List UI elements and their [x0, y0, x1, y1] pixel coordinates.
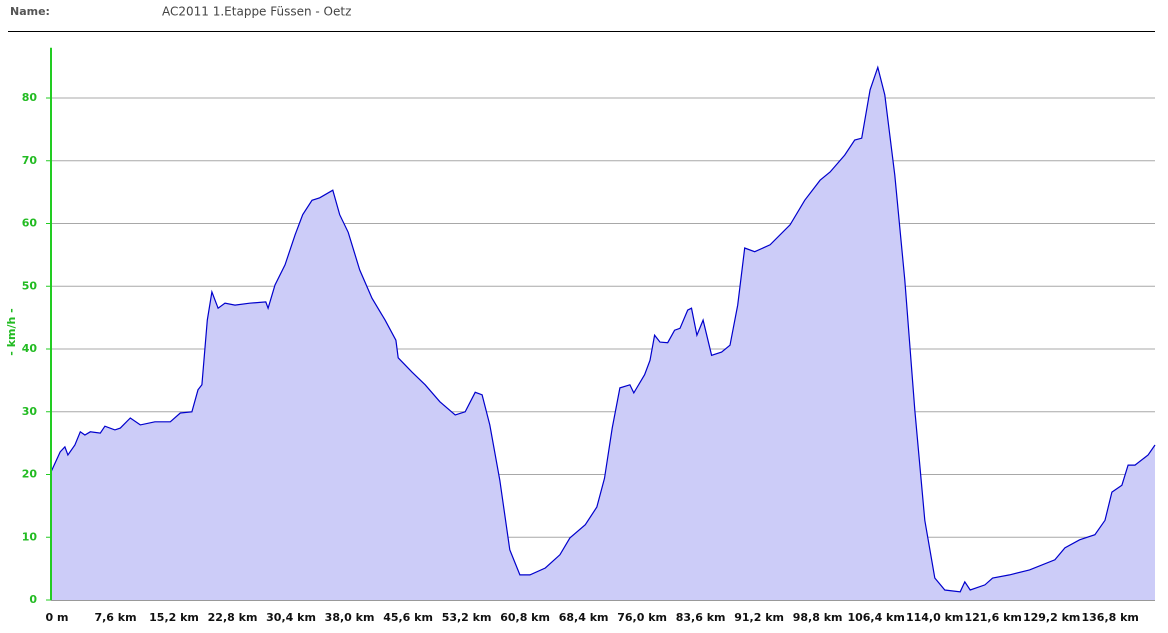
y-tick-label: 50 — [22, 279, 38, 292]
x-tick-label: 98,8 km — [793, 611, 843, 624]
x-tick-label: 53,2 km — [442, 611, 492, 624]
x-tick-label: 45,6 km — [383, 611, 433, 624]
y-tick-label: 80 — [22, 91, 38, 104]
x-tick-label: 106,4 km — [847, 611, 904, 624]
y-tick-label: 20 — [22, 468, 38, 481]
speed-line — [50, 65, 1156, 593]
x-tick-label: 60,8 km — [500, 611, 550, 624]
x-tick-label: 0 m — [46, 611, 69, 624]
x-tick-label: 121,6 km — [964, 611, 1021, 624]
chart: 0 10 20 30 40 50 60 70 80 0 m 7,6 km 15,2 km 22,8 km… — [22, 47, 1156, 624]
x-tick-label: 68,4 km — [559, 611, 609, 624]
x-tick-label: 15,2 km — [149, 611, 199, 624]
x-tick-label: 38,0 km — [325, 611, 375, 624]
y-tick-label: 0 — [29, 593, 37, 606]
y-tick-label: 30 — [22, 405, 38, 418]
x-tick-label: 91,2 km — [734, 611, 784, 624]
area-fill — [51, 67, 1155, 601]
x-tick-label: 30,4 km — [266, 611, 316, 624]
y-tick-label: 40 — [22, 342, 38, 355]
y-tick-label: 10 — [22, 530, 38, 543]
x-tick-label: 83,6 km — [676, 611, 726, 624]
header-value: AC2011 1.Etappe Füssen - Oetz — [162, 5, 351, 19]
y-tick-label: 60 — [22, 217, 38, 230]
x-tick-label: 22,8 km — [208, 611, 258, 624]
header-label: Name: — [10, 5, 50, 18]
x-tick-label: 76,0 km — [617, 611, 667, 624]
y-axis-label: - km/h - — [5, 308, 18, 355]
y-tick-label: 70 — [22, 154, 38, 167]
x-tick-label: 136,8 km — [1081, 611, 1138, 624]
x-tick-label: 7,6 km — [94, 611, 136, 624]
x-tick-label: 129,2 km — [1023, 611, 1080, 624]
x-tick-label: 114,0 km — [906, 611, 963, 624]
